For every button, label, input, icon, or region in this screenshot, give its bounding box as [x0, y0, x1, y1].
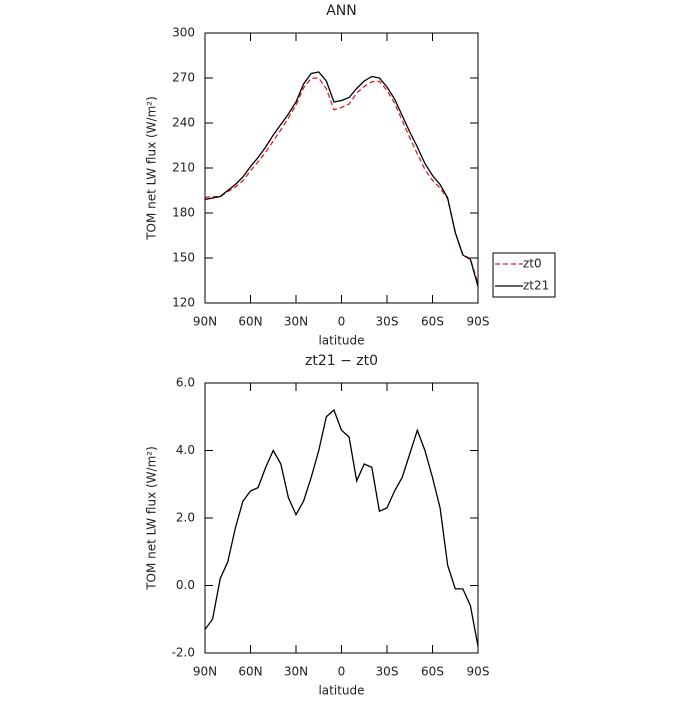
plot-frame [204, 32, 479, 304]
plot-frame [204, 382, 479, 654]
y-tick-label: -2.0 [172, 646, 195, 660]
x-tick-label: 0 [338, 665, 346, 679]
y-tick-label: 300 [172, 26, 195, 40]
y-tick-label: 270 [172, 71, 195, 85]
x-tick-label: 90S [467, 665, 490, 679]
x-tick-label: 60S [421, 665, 444, 679]
legend-box [492, 252, 556, 298]
y-axis-label: TOM net LW flux (W/m²) [145, 96, 159, 241]
y-tick-label: 6.0 [176, 376, 195, 390]
data-line [204, 408, 479, 647]
x-tick-label: 60N [238, 315, 262, 329]
x-tick-label: 90N [193, 315, 217, 329]
y-tick-label: 150 [172, 251, 195, 265]
data-line [204, 77, 479, 284]
y-tick-label: 0.0 [176, 578, 195, 592]
chart-title: ANN [326, 3, 357, 19]
chart-title: zt21 − zt0 [305, 353, 378, 369]
y-tick-label: 240 [172, 116, 195, 130]
x-axis-label: latitude [318, 334, 364, 348]
y-axis-label: TOM net LW flux (W/m²) [145, 446, 159, 591]
data-line [204, 71, 479, 287]
x-tick-label: 30N [284, 315, 308, 329]
x-axis-label: latitude [318, 684, 364, 698]
x-tick-label: 90N [193, 665, 217, 679]
y-tick-label: 120 [172, 296, 195, 310]
x-tick-label: 0 [338, 315, 346, 329]
x-tick-label: 30S [376, 315, 399, 329]
legend-label: zt0 [523, 257, 542, 271]
x-tick-label: 30N [284, 665, 308, 679]
x-tick-label: 60N [238, 665, 262, 679]
legend-label: zt21 [523, 279, 549, 293]
y-tick-label: 4.0 [176, 443, 195, 457]
y-tick-label: 210 [172, 161, 195, 175]
y-tick-label: 2.0 [176, 511, 195, 525]
x-tick-label: 60S [421, 315, 444, 329]
x-tick-label: 30S [376, 665, 399, 679]
y-tick-label: 180 [172, 206, 195, 220]
x-tick-label: 90S [467, 315, 490, 329]
